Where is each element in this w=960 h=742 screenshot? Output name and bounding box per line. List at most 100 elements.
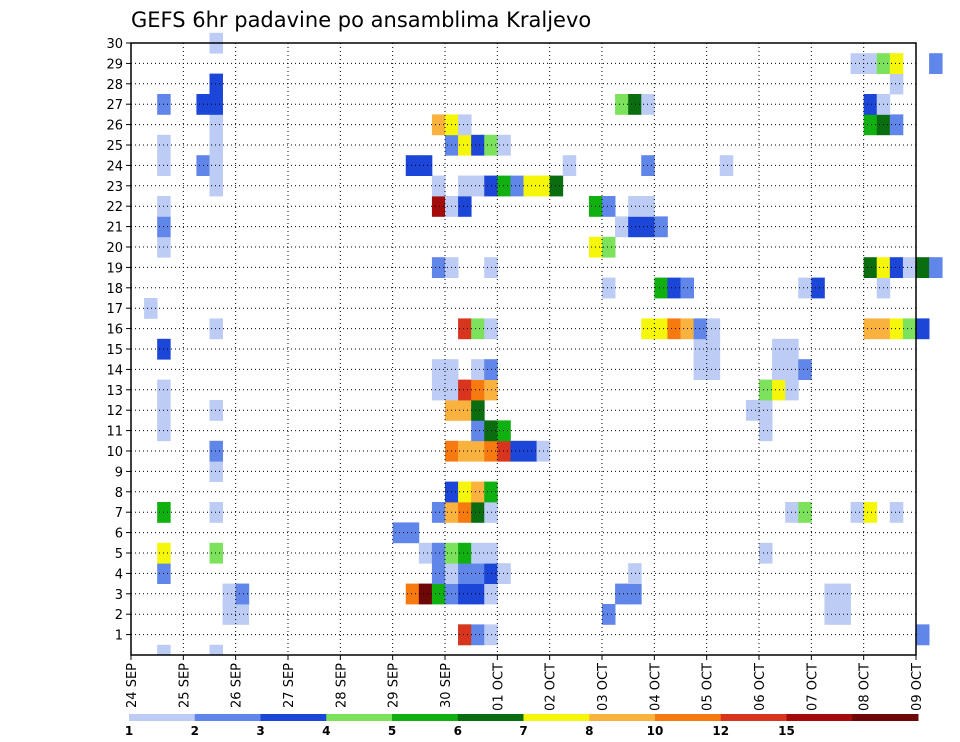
- heatmap-cell: [471, 134, 485, 156]
- heatmap-cell: [628, 216, 642, 238]
- heatmap-cell: [523, 440, 537, 462]
- y-tick-label: 9: [115, 465, 123, 480]
- heatmap-cell: [772, 379, 786, 401]
- heatmap-cell: [458, 542, 472, 564]
- heatmap-cell: [471, 400, 485, 421]
- x-tick-label: 04 OCT: [648, 663, 663, 711]
- y-tick-label: 15: [106, 343, 123, 358]
- heatmap-cell: [902, 257, 917, 278]
- heatmap-cell: [471, 563, 485, 584]
- heatmap-cell: [889, 114, 904, 136]
- heatmap-cell: [209, 644, 223, 656]
- heatmap-cell: [706, 359, 721, 380]
- heatmap-cell: [235, 583, 250, 605]
- heatmap-cell: [693, 359, 708, 380]
- heatmap-cell: [497, 563, 511, 584]
- heatmap-cell: [431, 175, 446, 197]
- heatmap-cell: [902, 318, 917, 340]
- y-tick-label: 16: [106, 323, 123, 338]
- heatmap-cell: [431, 502, 446, 523]
- y-tick-label: 3: [115, 588, 123, 603]
- heatmap-cell: [497, 175, 511, 197]
- heatmap-cell: [772, 338, 786, 360]
- heatmap-cell: [431, 359, 446, 380]
- heatmap-cell: [431, 114, 446, 136]
- heatmap-cell: [863, 94, 878, 115]
- heatmap-cell: [458, 400, 472, 421]
- heatmap-cell: [484, 502, 498, 523]
- x-tick-label: 09 OCT: [910, 663, 925, 711]
- heatmap-cell: [458, 481, 472, 503]
- heatmap-cell: [510, 175, 524, 197]
- heatmap-cells: [144, 32, 943, 656]
- heatmap-cell: [431, 257, 446, 278]
- heatmap-cell: [418, 155, 433, 176]
- heatmap-cell: [706, 338, 721, 360]
- colorbar-label: 12: [712, 724, 729, 738]
- colorbar-swatch: [457, 714, 524, 721]
- y-tick-label: 28: [106, 78, 123, 93]
- heatmap-cell: [222, 604, 237, 625]
- colorbar-swatch: [129, 714, 196, 721]
- heatmap-cell: [431, 542, 446, 564]
- y-tick-label: 17: [106, 302, 123, 317]
- heatmap-cell: [484, 379, 498, 401]
- heatmap-cell: [458, 175, 472, 197]
- y-tick-label: 20: [106, 241, 123, 256]
- colorbar-label: 15: [778, 724, 795, 738]
- chart-title: GEFS 6hr padavine po ansamblima Kraljevo: [131, 8, 591, 32]
- heatmap-cell: [889, 502, 904, 523]
- heatmap-cell: [484, 583, 498, 605]
- x-tick-label: 05 OCT: [701, 663, 716, 711]
- heatmap-cell: [209, 461, 223, 482]
- heatmap-cell: [889, 257, 904, 278]
- colorbar-label: 5: [388, 724, 396, 738]
- y-axis: 1234567891011121314151617181920212223242…: [106, 37, 131, 644]
- colorbar-swatch: [194, 714, 261, 721]
- heatmap-cell: [562, 155, 577, 176]
- heatmap-cell: [798, 277, 812, 299]
- x-tick-label: 07 OCT: [805, 663, 820, 711]
- colorbar-swatch: [655, 714, 722, 721]
- heatmap-cell: [157, 644, 171, 656]
- heatmap-cell: [929, 257, 943, 278]
- x-axis: 24 SEP 25 SEP 26 SEP 27 SEP 28 SEP 29 SEP 30 S…: [125, 655, 925, 711]
- x-tick-label: 25 SEP: [177, 663, 192, 708]
- heatmap-cell: [458, 502, 472, 523]
- y-tick-label: 27: [106, 98, 123, 113]
- heatmap-cell: [418, 542, 433, 564]
- colorbar-label: 10: [647, 724, 664, 738]
- heatmap-cell: [458, 318, 472, 340]
- heatmap-cell: [471, 481, 485, 503]
- heatmap-cell: [916, 624, 930, 646]
- y-tick-label: 12: [106, 404, 123, 419]
- y-tick-label: 23: [106, 180, 123, 195]
- heatmap-cell: [484, 359, 498, 380]
- heatmap-cell: [484, 481, 498, 503]
- heatmap-cell: [916, 257, 930, 278]
- heatmap-cell: [209, 542, 223, 564]
- x-tick-label: 01 OCT: [491, 663, 506, 711]
- y-tick-label: 5: [115, 547, 123, 562]
- heatmap-cell: [837, 583, 851, 605]
- y-tick-label: 30: [106, 37, 123, 52]
- colorbar-swatch: [523, 714, 590, 721]
- y-tick-label: 2: [115, 608, 123, 623]
- heatmap-cell: [471, 318, 485, 340]
- colorbar-swatch: [589, 714, 656, 721]
- heatmap-cell: [484, 624, 498, 646]
- heatmap-cell: [471, 175, 485, 197]
- heatmap-cell: [628, 563, 642, 584]
- heatmap-cell: [484, 175, 498, 197]
- heatmap-cell: [471, 359, 485, 380]
- heatmap-cell: [889, 318, 904, 340]
- heatmap-cell: [602, 236, 616, 258]
- heatmap-cell: [209, 440, 223, 462]
- heatmap-cell: [615, 583, 629, 605]
- colorbar-label: 6: [454, 724, 462, 738]
- y-tick-label: 22: [106, 200, 123, 215]
- x-tick-label: 30 SEP: [439, 663, 454, 708]
- heatmap-cell: [405, 583, 420, 605]
- heatmap-cell: [418, 583, 433, 605]
